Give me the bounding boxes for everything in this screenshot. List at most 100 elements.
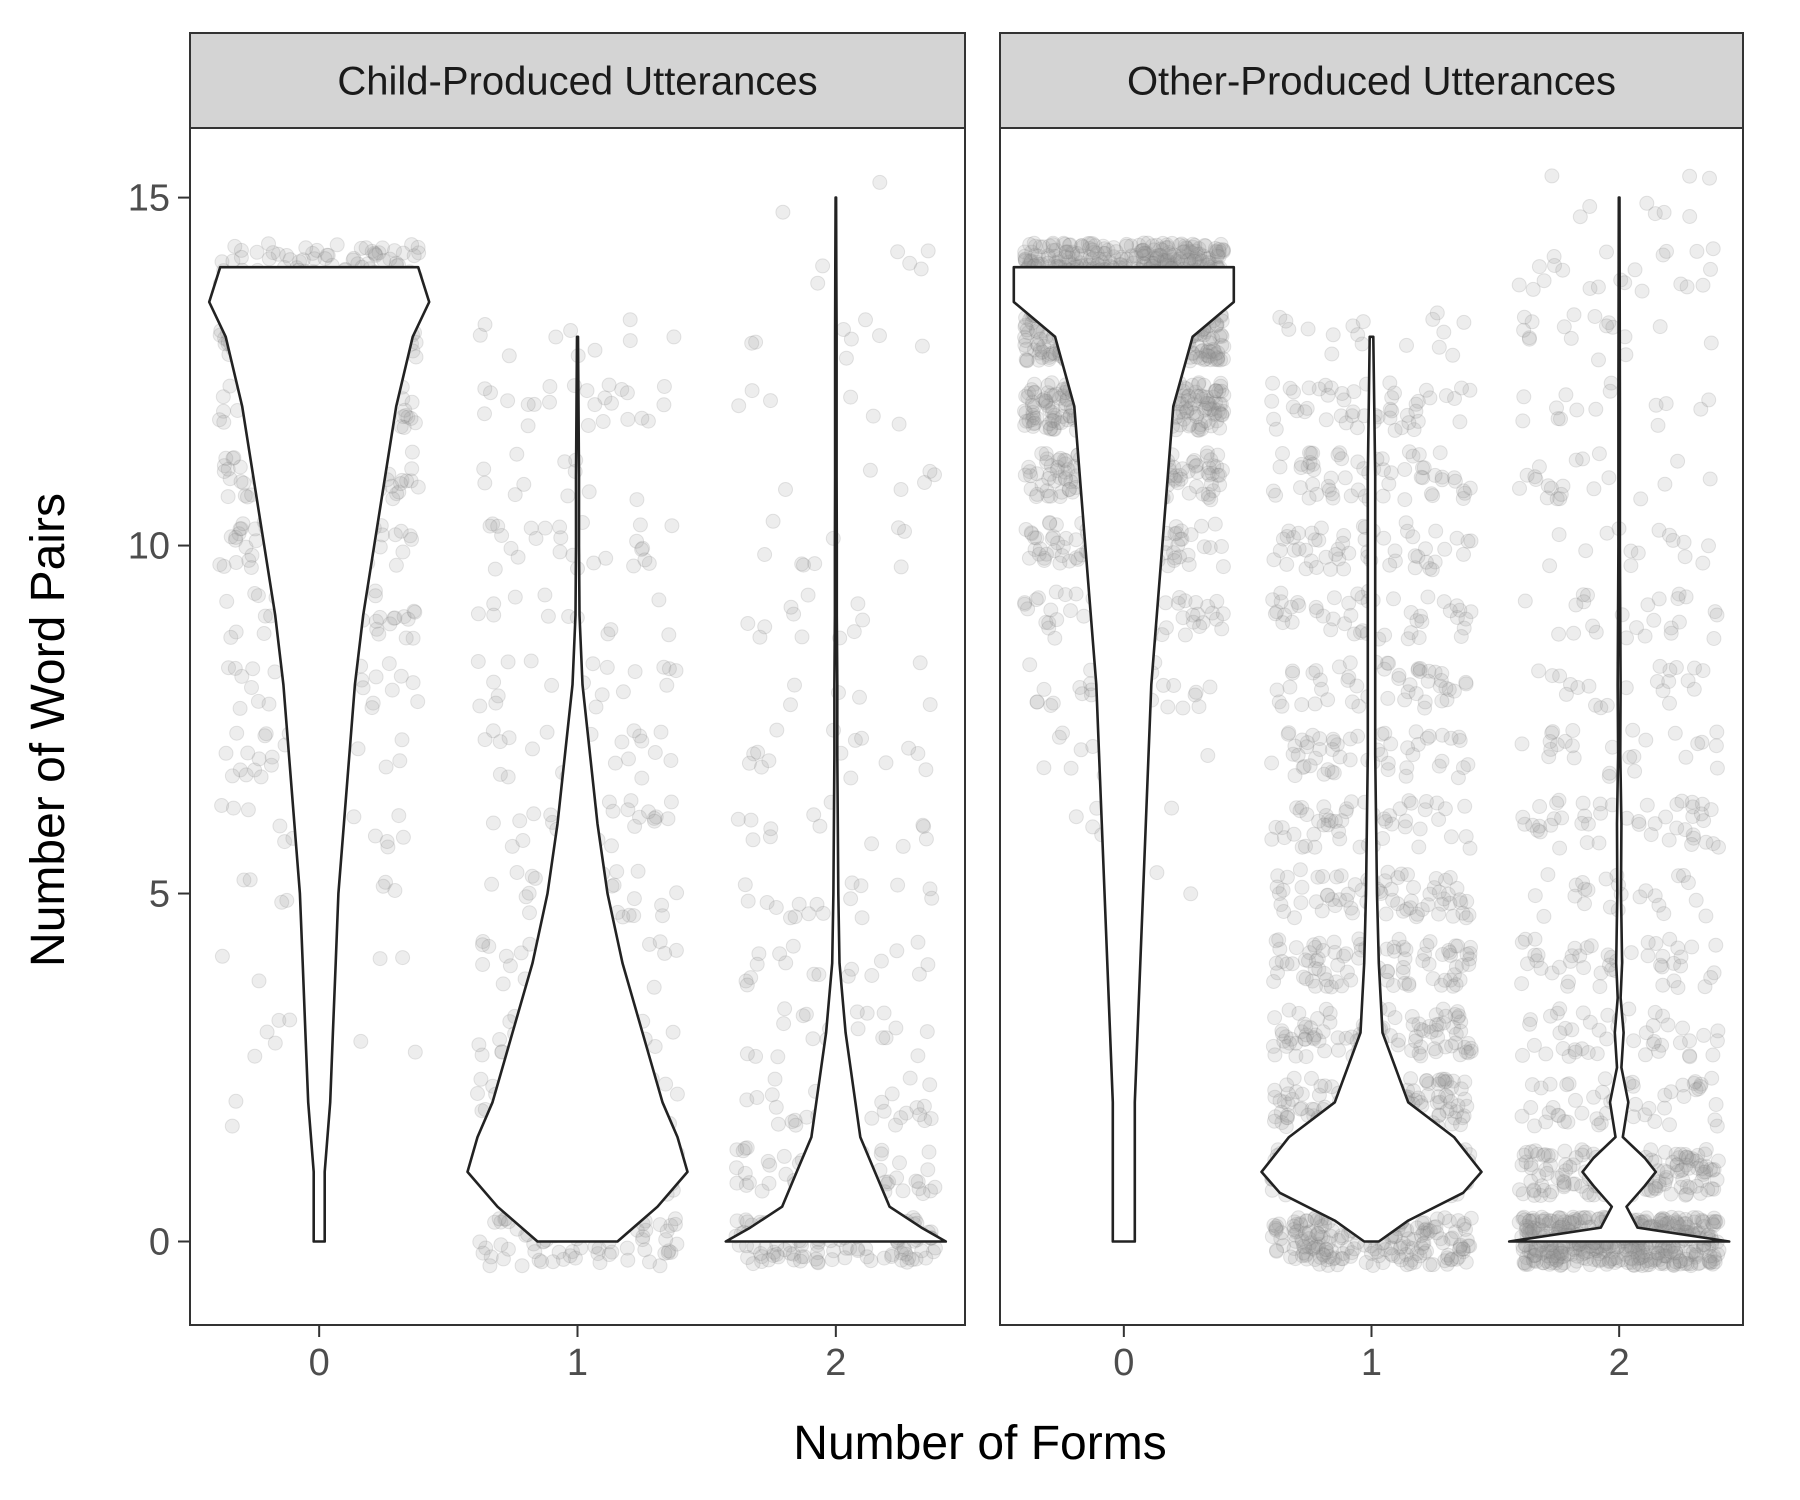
data-point <box>1544 725 1560 741</box>
data-point <box>1049 612 1065 628</box>
data-point <box>565 1244 580 1260</box>
data-point <box>1559 1077 1575 1093</box>
data-point <box>1574 1105 1590 1121</box>
data-point <box>1657 1100 1672 1116</box>
data-point <box>1350 482 1366 498</box>
data-point <box>404 461 420 477</box>
data-point <box>228 624 244 640</box>
data-point <box>664 518 680 534</box>
data-point <box>1039 451 1055 467</box>
data-point <box>890 244 906 260</box>
data-point <box>1542 1187 1558 1203</box>
data-point <box>487 561 503 577</box>
data-point <box>1387 543 1403 559</box>
data-point <box>1679 1179 1695 1194</box>
data-point <box>1684 837 1700 852</box>
data-point <box>1578 543 1594 559</box>
data-point <box>219 593 235 609</box>
data-point <box>502 958 518 974</box>
data-point <box>1378 906 1394 922</box>
data-point <box>404 531 419 547</box>
data-point <box>1695 277 1711 293</box>
data-point <box>244 547 260 563</box>
data-point <box>403 410 419 426</box>
data-point <box>1294 1248 1310 1264</box>
data-point <box>1652 319 1668 335</box>
data-point <box>544 677 560 693</box>
data-point <box>1400 523 1415 539</box>
data-point <box>395 829 411 845</box>
data-point <box>1417 694 1433 710</box>
data-point <box>1326 734 1342 750</box>
data-point <box>320 247 336 263</box>
data-point <box>1658 809 1674 825</box>
data-point <box>1598 871 1614 887</box>
data-point <box>1266 411 1282 427</box>
data-point <box>920 243 936 259</box>
data-point <box>1308 953 1324 969</box>
data-point <box>1602 957 1617 973</box>
data-point <box>1453 1081 1469 1097</box>
data-point <box>776 1148 792 1164</box>
data-point <box>898 1105 914 1121</box>
data-point <box>1607 1255 1623 1270</box>
data-point <box>1379 972 1395 988</box>
data-point <box>1524 1077 1540 1093</box>
data-point <box>1525 1223 1541 1238</box>
data-point <box>744 383 760 399</box>
data-point <box>764 1087 780 1103</box>
data-point <box>367 245 382 261</box>
data-point <box>669 1086 685 1102</box>
data-point <box>470 654 486 669</box>
data-point <box>1565 723 1581 738</box>
data-point <box>620 411 636 427</box>
data-point <box>1663 1186 1679 1202</box>
data-point <box>1567 940 1583 956</box>
y-tick-label: 0 <box>149 1221 170 1263</box>
data-point <box>864 836 880 852</box>
data-point <box>922 1077 938 1093</box>
data-point <box>1600 1007 1616 1023</box>
data-point <box>630 863 646 879</box>
data-point <box>769 722 785 738</box>
data-point <box>1318 377 1333 393</box>
data-point <box>1458 1044 1474 1060</box>
data-point <box>1282 679 1298 695</box>
data-point <box>1199 395 1215 411</box>
data-point <box>1431 339 1447 355</box>
data-point <box>864 968 880 983</box>
data-point <box>785 938 801 954</box>
data-point <box>889 943 905 959</box>
data-point <box>259 1024 275 1040</box>
data-point <box>1580 882 1596 898</box>
data-point <box>729 1213 745 1229</box>
data-point <box>1391 667 1407 683</box>
data-point <box>595 414 611 429</box>
data-point <box>1045 235 1061 251</box>
data-point <box>745 832 761 848</box>
data-point <box>1552 840 1568 856</box>
data-point <box>250 693 266 709</box>
data-point <box>475 937 490 953</box>
data-point <box>231 526 247 542</box>
data-point <box>400 611 416 627</box>
data-point <box>1387 422 1403 438</box>
data-point <box>1705 241 1721 257</box>
data-point <box>261 236 276 252</box>
data-point <box>805 1031 821 1047</box>
data-point <box>902 1070 918 1086</box>
data-point <box>1581 1187 1597 1203</box>
data-point <box>783 697 798 713</box>
data-point <box>1274 820 1290 836</box>
data-point <box>1458 674 1474 690</box>
data-point <box>1281 725 1297 741</box>
data-point <box>1393 1252 1409 1268</box>
data-point <box>770 1116 786 1132</box>
data-point <box>1641 1100 1657 1116</box>
data-point <box>852 689 867 705</box>
data-point <box>626 908 642 924</box>
data-point <box>1279 556 1295 572</box>
data-point <box>1645 1018 1661 1034</box>
data-point <box>1212 477 1228 493</box>
data-point <box>1278 313 1294 329</box>
